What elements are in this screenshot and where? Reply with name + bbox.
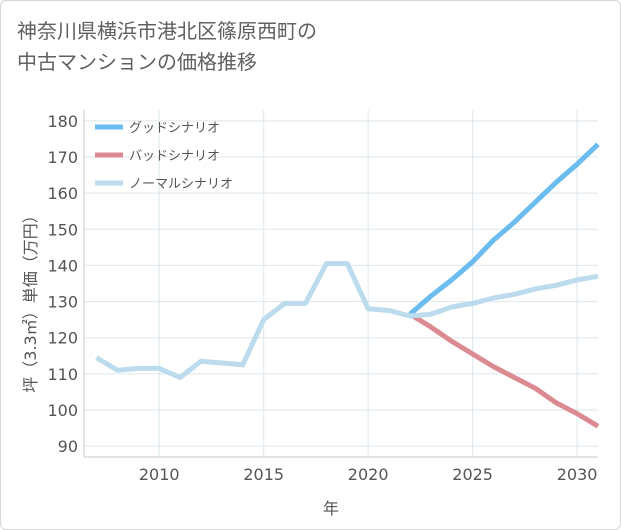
chart-title: 神奈川県横浜市港北区篠原西町の 中古マンションの価格推移 <box>17 16 577 78</box>
x-tick-label: 2010 <box>139 465 180 484</box>
y-tick-label: 100 <box>47 401 78 420</box>
y-tick-label: 110 <box>47 365 78 384</box>
series-line-normal <box>95 261 599 380</box>
y-tick-label: 150 <box>47 220 78 239</box>
chart-title-line-1: 神奈川県横浜市港北区篠原西町の <box>17 19 317 43</box>
legend-label: バッドシナリオ <box>129 149 220 164</box>
y-tick-label: 120 <box>47 329 78 348</box>
y-tick-label: 180 <box>47 112 78 131</box>
legend-label: ノーマルシナリオ <box>129 177 233 192</box>
y-tick-label: 140 <box>47 256 78 275</box>
legend-label: グッドシナリオ <box>129 121 220 136</box>
x-tick-label: 2020 <box>348 465 389 484</box>
series-line-bad <box>408 312 600 429</box>
x-tick-label: 2025 <box>452 465 493 484</box>
y-tick-label: 160 <box>47 184 78 203</box>
plot-area <box>84 110 598 457</box>
series-lines <box>95 142 600 429</box>
x-axis-ticks: 2010 2015 2020 2025 2030 <box>139 465 598 484</box>
x-tick-label: 2030 <box>557 465 598 484</box>
y-tick-label: 130 <box>47 293 78 312</box>
y-tick-label: 90 <box>58 437 78 456</box>
chart-title-line-2: 中古マンションの価格推移 <box>17 50 257 74</box>
y-axis-label: 坪（3.3㎡）単価（万円） <box>21 207 40 392</box>
x-axis-label: 年 <box>323 499 339 518</box>
y-axis-ticks: 90 100 110 120 130 140 150 160 170 180 <box>47 112 78 456</box>
series-line-good <box>408 142 600 317</box>
x-tick-label: 2015 <box>243 465 284 484</box>
y-tick-label: 170 <box>47 148 78 167</box>
